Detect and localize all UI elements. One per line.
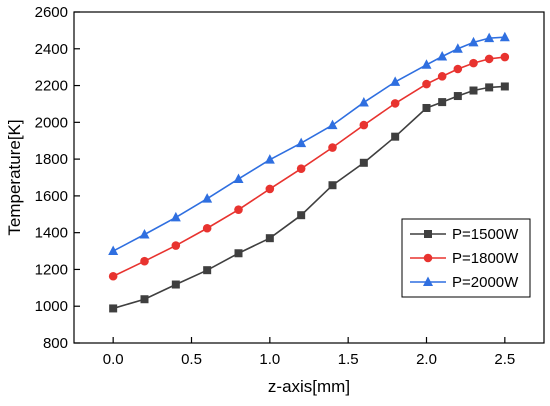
legend-marker [423, 276, 433, 286]
data-point [390, 76, 401, 86]
data-point [500, 82, 509, 91]
data-point [265, 184, 275, 194]
axis-layer: 0.0 0.5 1.0 1.5 2.0 2.5 800 1000 1200 1400 1600 180… [35, 4, 516, 368]
data-point [202, 193, 213, 203]
data-point [469, 86, 478, 95]
data-point [202, 223, 212, 233]
x-tick-label: 0.5 [181, 351, 202, 368]
legend: P=1500W P=1800W P=2000W [401, 218, 531, 298]
data-point [437, 51, 448, 61]
data-point [297, 211, 306, 220]
data-point [265, 234, 274, 243]
data-point [108, 271, 118, 281]
data-point [421, 59, 432, 69]
data-point [484, 32, 495, 43]
data-point [358, 96, 369, 107]
data-point [453, 92, 462, 101]
y-tick-label: 2600 [35, 4, 68, 21]
y-tick-label: 1800 [35, 151, 68, 168]
series-line [112, 36, 505, 252]
x-tick-label: 1.5 [338, 351, 359, 368]
series-p-2000w [108, 31, 510, 256]
data-point [359, 120, 369, 130]
series-line [112, 85, 505, 310]
y-tick-label: 2200 [35, 78, 68, 95]
data-point [140, 256, 149, 266]
y-tick-label: 2000 [35, 114, 68, 131]
data-point [140, 295, 149, 304]
series-p-1800w [108, 52, 510, 281]
data-point [170, 211, 181, 222]
data-point [422, 103, 431, 112]
y-tick-label: 1400 [35, 225, 68, 242]
data-point [452, 43, 463, 53]
data-point [234, 205, 243, 214]
series-p-1500w [109, 82, 509, 313]
x-tick-label: 0.0 [103, 351, 124, 368]
y-tick-label: 800 [43, 335, 68, 352]
data-point [437, 72, 447, 81]
data-point [438, 98, 447, 107]
legend-marker [424, 230, 432, 238]
series-line [112, 56, 505, 277]
data-point [499, 31, 510, 42]
data-point [171, 280, 180, 289]
data-point [469, 58, 478, 68]
data-point [500, 52, 510, 62]
data-point [484, 54, 494, 64]
legend-marker [423, 253, 433, 263]
legend-label: P=2000W [452, 274, 519, 291]
x-tick-label: 2.5 [494, 351, 515, 368]
series-layer [108, 31, 510, 313]
data-point [264, 154, 275, 164]
data-point [296, 164, 306, 173]
data-point [233, 173, 244, 183]
data-point [327, 119, 338, 130]
x-tick-label: 1.0 [259, 351, 280, 368]
data-point [296, 137, 307, 148]
x-tick-label: 2.0 [416, 351, 437, 368]
y-tick-label: 1200 [35, 261, 68, 278]
data-point [328, 143, 337, 152]
y-tick-label: 2400 [35, 41, 68, 58]
data-point [468, 36, 479, 47]
data-point [203, 266, 212, 275]
data-point [422, 79, 431, 89]
data-point [234, 249, 243, 258]
data-point [108, 245, 119, 256]
data-point [453, 64, 463, 74]
data-point [359, 158, 368, 167]
y-axis-title: Temperature[K] [5, 119, 24, 235]
legend-label: P=1500W [452, 226, 519, 243]
plot-frame [73, 11, 545, 344]
data-point [390, 99, 400, 108]
data-point [485, 83, 494, 92]
data-point [139, 229, 150, 239]
data-point [391, 132, 400, 141]
legend-label: P=1800W [452, 250, 519, 267]
y-tick-label: 1000 [35, 298, 68, 315]
y-tick-label: 1600 [35, 188, 68, 205]
data-point [109, 304, 118, 313]
data-point [171, 241, 181, 250]
x-axis-title: z-axis[mm] [268, 377, 350, 396]
data-point [328, 181, 337, 190]
